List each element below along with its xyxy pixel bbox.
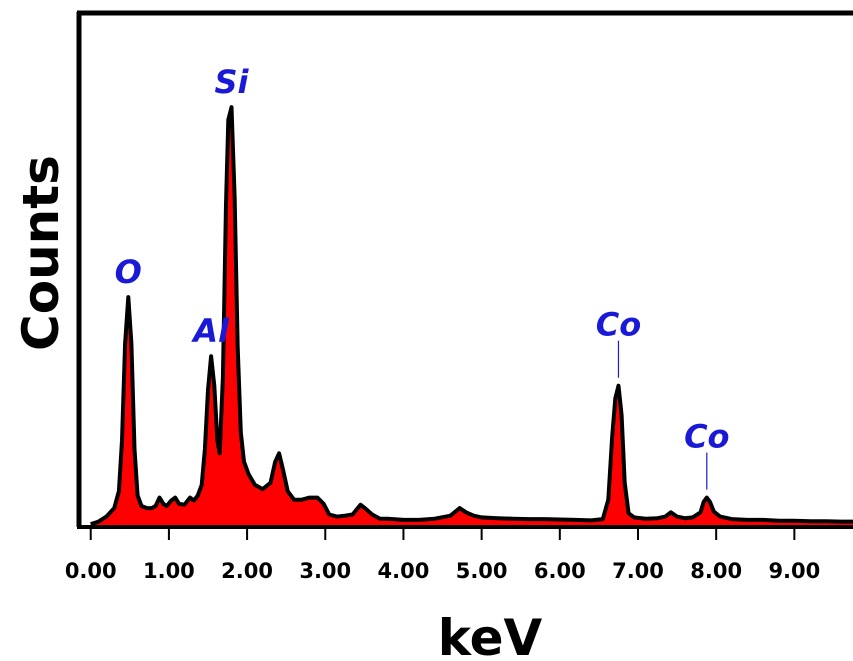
x-tick-label: 9.00 [768,559,820,583]
x-tick-label: 2.00 [221,559,273,583]
x-axis-title: keV [438,609,543,661]
y-axis-title: Counts [12,155,70,351]
peak-label: Si [214,63,249,101]
x-tick-label: 4.00 [378,559,430,583]
x-tick-label: 3.00 [299,559,351,583]
peak-label: Co [596,306,641,344]
spectrum-layer [90,105,853,527]
plot-frame [76,10,853,529]
x-tick-layer: 0.00 1.00 2.00 3.00 4.00 5.00 6.00 7.00 8.00 9.00 [65,527,820,583]
x-tick-label: 8.00 [690,559,742,583]
x-tick-label: 7.00 [612,559,664,583]
x-tick-label: 0.00 [65,559,117,583]
peak-label: Co [684,418,729,456]
x-tick-label: 6.00 [534,559,586,583]
x-tick-label: 1.00 [143,559,195,583]
peak-label-layer: O Al Si Co Co [115,63,730,490]
x-tick-label: 5.00 [456,559,508,583]
peak-label: Al [190,312,230,350]
peak-label: O [115,253,142,291]
spectrum-line [90,105,853,527]
